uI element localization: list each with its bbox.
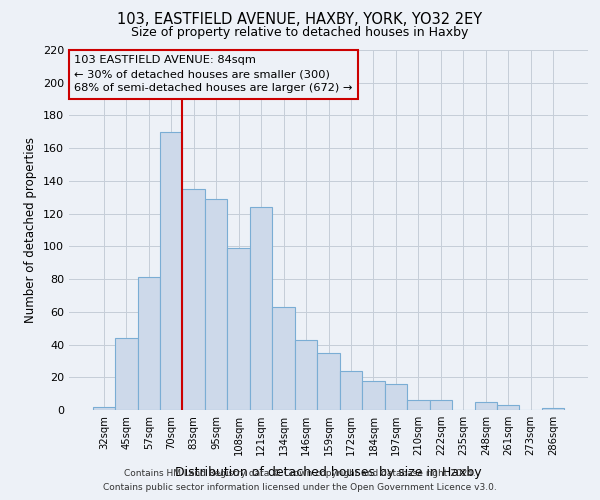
Bar [362, 380, 385, 410]
Bar [272, 307, 295, 410]
Text: Contains HM Land Registry data © Crown copyright and database right 2024.: Contains HM Land Registry data © Crown c… [124, 468, 476, 477]
Bar [407, 400, 430, 410]
Bar [340, 370, 362, 410]
Bar [205, 199, 227, 410]
Bar [295, 340, 317, 410]
Bar [497, 405, 520, 410]
Bar [430, 400, 452, 410]
Bar [115, 338, 137, 410]
Bar [385, 384, 407, 410]
Bar [137, 278, 160, 410]
Bar [250, 207, 272, 410]
Bar [92, 406, 115, 410]
Bar [542, 408, 565, 410]
X-axis label: Distribution of detached houses by size in Haxby: Distribution of detached houses by size … [175, 466, 482, 479]
Bar [475, 402, 497, 410]
Text: 103 EASTFIELD AVENUE: 84sqm
← 30% of detached houses are smaller (300)
68% of se: 103 EASTFIELD AVENUE: 84sqm ← 30% of det… [74, 56, 353, 94]
Y-axis label: Number of detached properties: Number of detached properties [25, 137, 37, 323]
Bar [227, 248, 250, 410]
Bar [160, 132, 182, 410]
Text: Contains public sector information licensed under the Open Government Licence v3: Contains public sector information licen… [103, 484, 497, 492]
Bar [317, 352, 340, 410]
Bar [182, 189, 205, 410]
Text: 103, EASTFIELD AVENUE, HAXBY, YORK, YO32 2EY: 103, EASTFIELD AVENUE, HAXBY, YORK, YO32… [118, 12, 482, 28]
Text: Size of property relative to detached houses in Haxby: Size of property relative to detached ho… [131, 26, 469, 39]
